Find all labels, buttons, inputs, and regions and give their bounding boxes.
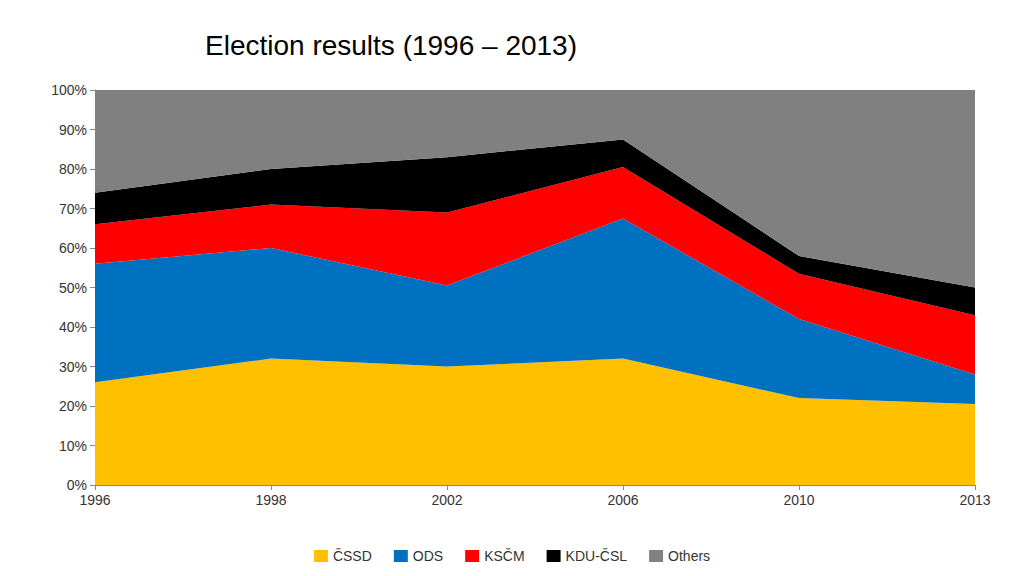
svg-text:50%: 50% [59, 280, 87, 296]
svg-text:60%: 60% [59, 240, 87, 256]
svg-text:10%: 10% [59, 438, 87, 454]
svg-text:ČSSD: ČSSD [333, 548, 372, 564]
svg-text:2002: 2002 [431, 492, 462, 508]
svg-text:40%: 40% [59, 319, 87, 335]
svg-text:70%: 70% [59, 201, 87, 217]
svg-text:0%: 0% [67, 477, 87, 493]
svg-text:90%: 90% [59, 122, 87, 138]
svg-text:Election results (1996 – 2013): Election results (1996 – 2013) [205, 30, 577, 61]
svg-text:KDU-ČSL: KDU-ČSL [566, 548, 628, 564]
svg-text:80%: 80% [59, 161, 87, 177]
svg-text:KSČM: KSČM [484, 548, 524, 564]
svg-text:30%: 30% [59, 359, 87, 375]
svg-text:Others: Others [668, 548, 710, 564]
svg-text:2006: 2006 [607, 492, 638, 508]
svg-text:1996: 1996 [79, 492, 110, 508]
svg-text:2013: 2013 [959, 492, 990, 508]
svg-text:1998: 1998 [255, 492, 286, 508]
svg-text:2010: 2010 [783, 492, 814, 508]
svg-text:100%: 100% [51, 82, 87, 98]
svg-text:20%: 20% [59, 398, 87, 414]
svg-text:ODS: ODS [413, 548, 443, 564]
